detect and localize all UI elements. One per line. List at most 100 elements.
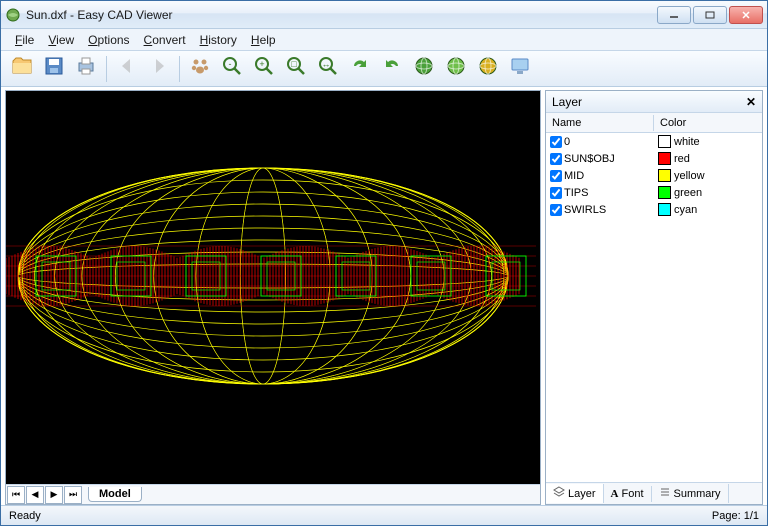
save-button[interactable] (39, 54, 69, 84)
zoom-window-icon: □ (284, 54, 308, 83)
A-icon: A (611, 488, 619, 500)
app-icon (5, 7, 21, 23)
menu-view[interactable]: View (42, 31, 80, 49)
zoom-out-button[interactable]: - (217, 54, 247, 84)
toolbar: - + □ ↔ (1, 51, 767, 87)
panel-close-button[interactable]: ✕ (746, 95, 756, 109)
render-3-button[interactable] (473, 54, 503, 84)
layer-name: 0 (564, 136, 570, 148)
nav-btn-2[interactable]: ▶ (45, 486, 63, 504)
layer-row[interactable]: 0 white (546, 133, 762, 150)
maximize-button[interactable] (693, 6, 727, 24)
paw-icon (188, 54, 212, 83)
arrow-right-icon (147, 54, 171, 83)
pan-button[interactable] (185, 54, 215, 84)
column-color[interactable]: Color (654, 115, 762, 131)
page-indicator: Page: 1/1 (712, 510, 759, 522)
nav-strip: ⏮◀▶⏭ Model (6, 484, 540, 504)
color-swatch (658, 203, 671, 216)
menu-file[interactable]: File (9, 31, 40, 49)
column-name[interactable]: Name (546, 115, 654, 131)
layer-table-header: Name Color (546, 113, 762, 133)
layer-checkbox[interactable] (550, 153, 562, 165)
viewport-container: ⏮◀▶⏭ Model (5, 90, 541, 505)
color-swatch (658, 169, 671, 182)
layer-panel-title: Layer ✕ (546, 91, 762, 113)
undo-button[interactable] (377, 54, 407, 84)
color-name: green (674, 187, 702, 199)
color-name: cyan (674, 204, 697, 216)
menubar: FileViewOptionsConvertHistoryHelp (1, 29, 767, 51)
arrow-left-icon (115, 54, 139, 83)
panel-tabs: LayerAFontSummary (546, 482, 762, 504)
save-icon (42, 54, 66, 83)
layer-name: SWIRLS (564, 204, 606, 216)
nav-btn-3[interactable]: ⏭ (64, 486, 82, 504)
close-button[interactable] (729, 6, 763, 24)
window-title: Sun.dxf - Easy CAD Viewer (26, 8, 657, 22)
color-name: white (674, 136, 700, 148)
layer-panel: Layer ✕ Name Color 0 white SUN$OBJ red MID ye… (545, 90, 763, 505)
layer-row[interactable]: SWIRLS cyan (546, 201, 762, 218)
color-name: yellow (674, 170, 705, 182)
statusbar: Ready Page: 1/1 (1, 505, 767, 525)
print-icon (74, 54, 98, 83)
layer-panel-title-text: Layer (552, 95, 582, 109)
svg-text:□: □ (291, 59, 297, 69)
zoom-in-icon: + (252, 54, 276, 83)
forward-button[interactable] (144, 54, 174, 84)
titlebar[interactable]: Sun.dxf - Easy CAD Viewer (1, 1, 767, 29)
model-tab[interactable]: Model (88, 487, 142, 502)
layer-checkbox[interactable] (550, 136, 562, 148)
layer-row[interactable]: SUN$OBJ red (546, 150, 762, 167)
undo-icon (380, 54, 404, 83)
monitor-button[interactable] (505, 54, 535, 84)
monitor-icon (508, 54, 532, 83)
panel-tab-summary[interactable]: Summary (652, 484, 729, 503)
back-button[interactable] (112, 54, 142, 84)
status-text: Ready (9, 510, 41, 522)
render-1-button[interactable] (409, 54, 439, 84)
redo-icon (348, 54, 372, 83)
panel-tab-layer[interactable]: Layer (546, 484, 604, 503)
nav-btn-0[interactable]: ⏮ (7, 486, 25, 504)
zoom-in-button[interactable]: + (249, 54, 279, 84)
cad-viewport[interactable] (6, 91, 540, 484)
render-2-button[interactable] (441, 54, 471, 84)
menu-history[interactable]: History (194, 31, 243, 49)
menu-convert[interactable]: Convert (138, 31, 192, 49)
print-button[interactable] (71, 54, 101, 84)
globe-green2-icon (444, 54, 468, 83)
nav-btn-1[interactable]: ◀ (26, 486, 44, 504)
content-area: ⏮◀▶⏭ Model Layer ✕ Name Color 0 white SUN$O… (1, 87, 767, 505)
color-swatch (658, 186, 671, 199)
svg-text:+: + (259, 59, 264, 69)
folder-icon (10, 54, 34, 83)
layer-row[interactable]: MID yellow (546, 167, 762, 184)
menu-options[interactable]: Options (82, 31, 135, 49)
layer-checkbox[interactable] (550, 204, 562, 216)
svg-text:-: - (229, 59, 232, 69)
layer-name: SUN$OBJ (564, 153, 615, 165)
open-button[interactable] (7, 54, 37, 84)
globe-yellow-icon (476, 54, 500, 83)
minimize-button[interactable] (657, 6, 691, 24)
window-controls (657, 6, 763, 24)
list-icon (659, 486, 671, 501)
zoom-extents-icon: ↔ (316, 54, 340, 83)
zoom-extents-button[interactable]: ↔ (313, 54, 343, 84)
layer-name: MID (564, 170, 584, 182)
redo-button[interactable] (345, 54, 375, 84)
panel-tab-font[interactable]: AFont (604, 486, 652, 502)
layers-icon (553, 486, 565, 501)
zoom-window-button[interactable]: □ (281, 54, 311, 84)
layer-row[interactable]: TIPS green (546, 184, 762, 201)
layer-checkbox[interactable] (550, 170, 562, 182)
globe-green-icon (412, 54, 436, 83)
layer-name: TIPS (564, 187, 588, 199)
app-window: Sun.dxf - Easy CAD Viewer FileViewOption… (0, 0, 768, 526)
layer-checkbox[interactable] (550, 187, 562, 199)
color-swatch (658, 152, 671, 165)
menu-help[interactable]: Help (245, 31, 282, 49)
color-name: red (674, 153, 690, 165)
